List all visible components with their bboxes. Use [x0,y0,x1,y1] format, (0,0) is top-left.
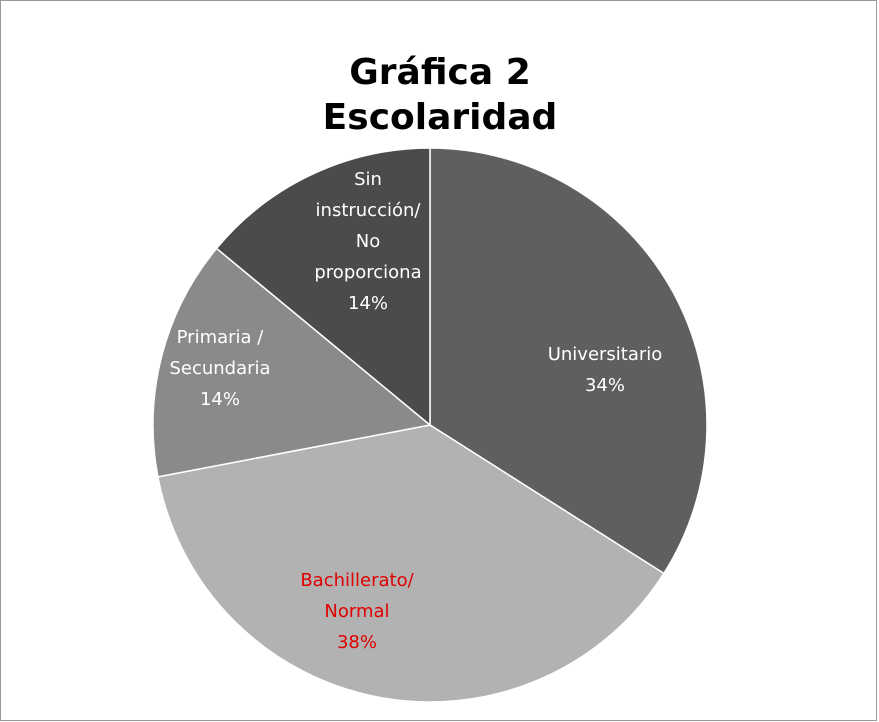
value-label: 34% [585,375,625,396]
value-label: 14% [200,389,240,410]
value-label: 14% [348,293,388,314]
slice-label: Primaria / Secundaria [169,327,270,379]
pie-slice [215,147,431,427]
pie-slice [152,247,432,478]
slice-label: Bachillerato/Normal [300,570,414,622]
slice-label: Sin instrucción/No proporciona [314,169,421,283]
pie-slice [429,147,708,575]
slice-label: Universitario [548,344,663,365]
chart-title: Gráfica 2 [349,52,531,93]
pie-slice [157,424,665,703]
chart-title: Escolaridad [323,97,558,138]
value-label: 38% [337,632,377,653]
